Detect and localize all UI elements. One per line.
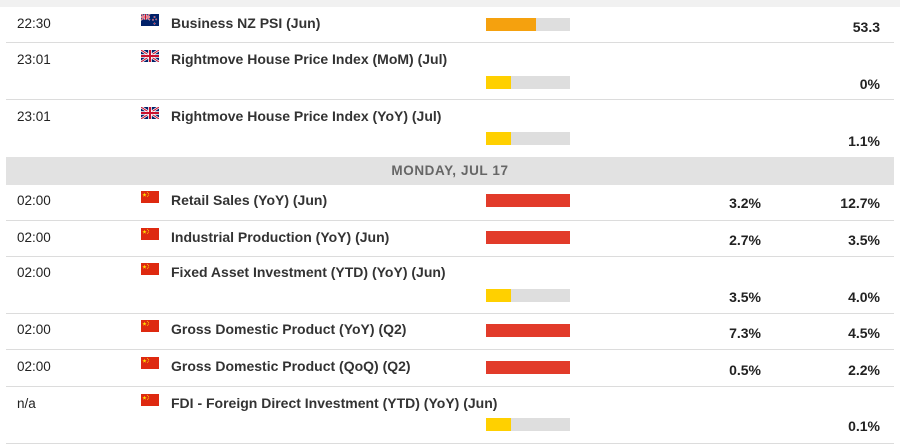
event-time: 02:00 — [17, 322, 51, 337]
impact-bar-fill — [486, 231, 570, 244]
day-header: MONDAY, JUL 17 — [6, 157, 894, 185]
table-row[interactable]: 02:00 Retail Sales (YoY) (Jun) 3.2% 12.7… — [6, 185, 894, 221]
event-time: 23:01 — [17, 52, 51, 67]
uk-flag-icon — [141, 50, 159, 62]
impact-bar — [486, 76, 570, 89]
event-time: 02:00 — [17, 265, 51, 280]
event-name[interactable]: Fixed Asset Investment (YTD) (YoY) (Jun) — [171, 264, 446, 280]
event-time: 02:00 — [17, 230, 51, 245]
impact-bar — [486, 231, 570, 244]
new-zealand-flag-icon — [141, 14, 159, 26]
impact-bar-fill — [486, 76, 512, 89]
event-name[interactable]: Retail Sales (YoY) (Jun) — [171, 192, 328, 208]
actual-value: 4.5% — [848, 325, 880, 341]
event-name[interactable]: Gross Domestic Product (QoQ) (Q2) — [171, 358, 411, 374]
table-row[interactable]: n/a FDI - Foreign Direct Investment (YTD… — [6, 387, 894, 444]
event-name[interactable]: Industrial Production (YoY) (Jun) — [171, 229, 390, 245]
impact-bar-fill — [486, 418, 512, 431]
actual-value: 12.7% — [840, 195, 880, 211]
impact-bar — [486, 418, 570, 431]
previous-value: 3.5% — [729, 289, 761, 305]
china-flag-icon — [141, 191, 159, 203]
impact-bar-fill — [486, 324, 570, 337]
actual-value: 53.3 — [852, 19, 880, 35]
event-time: 22:30 — [17, 16, 51, 31]
previous-value: 3.2% — [729, 195, 761, 211]
event-name[interactable]: Rightmove House Price Index (MoM) (Jul) — [171, 51, 448, 67]
uk-flag-icon — [141, 107, 159, 119]
event-name[interactable]: Rightmove House Price Index (YoY) (Jul) — [171, 108, 442, 124]
impact-bar — [486, 132, 570, 145]
actual-value: 0.1% — [848, 418, 880, 434]
day-header-label: MONDAY, JUL 17 — [391, 163, 509, 178]
event-time: 23:01 — [17, 109, 51, 124]
impact-bar-fill — [486, 289, 512, 302]
actual-value: 1.1% — [848, 133, 880, 149]
event-name[interactable]: Gross Domestic Product (YoY) (Q2) — [171, 321, 407, 337]
china-flag-icon — [141, 357, 159, 369]
impact-bar-fill — [486, 361, 570, 374]
impact-bar — [486, 324, 570, 337]
table-row[interactable]: 22:30 Business NZ PSI (Jun) 53.3 — [6, 7, 894, 43]
impact-bar-fill — [486, 132, 512, 145]
table-row[interactable]: 02:00 Fixed Asset Investment (YTD) (YoY)… — [6, 257, 894, 314]
impact-bar — [486, 289, 570, 302]
china-flag-icon — [141, 228, 159, 240]
table-row[interactable]: 23:01 Rightmove House Price Index (MoM) … — [6, 43, 894, 100]
impact-bar — [486, 361, 570, 374]
impact-bar-fill — [486, 194, 570, 207]
table-row[interactable]: 02:00 Gross Domestic Product (QoQ) (Q2) … — [6, 350, 894, 387]
impact-bar — [486, 18, 570, 31]
impact-bar-fill — [486, 18, 537, 31]
table-top-edge — [0, 0, 900, 7]
previous-value: 7.3% — [729, 325, 761, 341]
actual-value: 3.5% — [848, 232, 880, 248]
event-time: n/a — [17, 396, 36, 411]
china-flag-icon — [141, 263, 159, 275]
event-time: 02:00 — [17, 359, 51, 374]
event-name[interactable]: FDI - Foreign Direct Investment (YTD) (Y… — [171, 395, 498, 411]
event-name[interactable]: Business NZ PSI (Jun) — [171, 15, 321, 31]
event-time: 02:00 — [17, 193, 51, 208]
table-row[interactable]: 23:01 Rightmove House Price Index (YoY) … — [6, 100, 894, 157]
china-flag-icon — [141, 394, 159, 406]
table-row[interactable]: 02:00 Industrial Production (YoY) (Jun) … — [6, 221, 894, 257]
actual-value: 2.2% — [848, 362, 880, 378]
actual-value: 4.0% — [848, 289, 880, 305]
previous-value: 0.5% — [729, 362, 761, 378]
previous-value: 2.7% — [729, 232, 761, 248]
table-row[interactable]: 02:00 Gross Domestic Product (YoY) (Q2) … — [6, 314, 894, 350]
china-flag-icon — [141, 320, 159, 332]
impact-bar — [486, 194, 570, 207]
actual-value: 0% — [859, 76, 880, 92]
